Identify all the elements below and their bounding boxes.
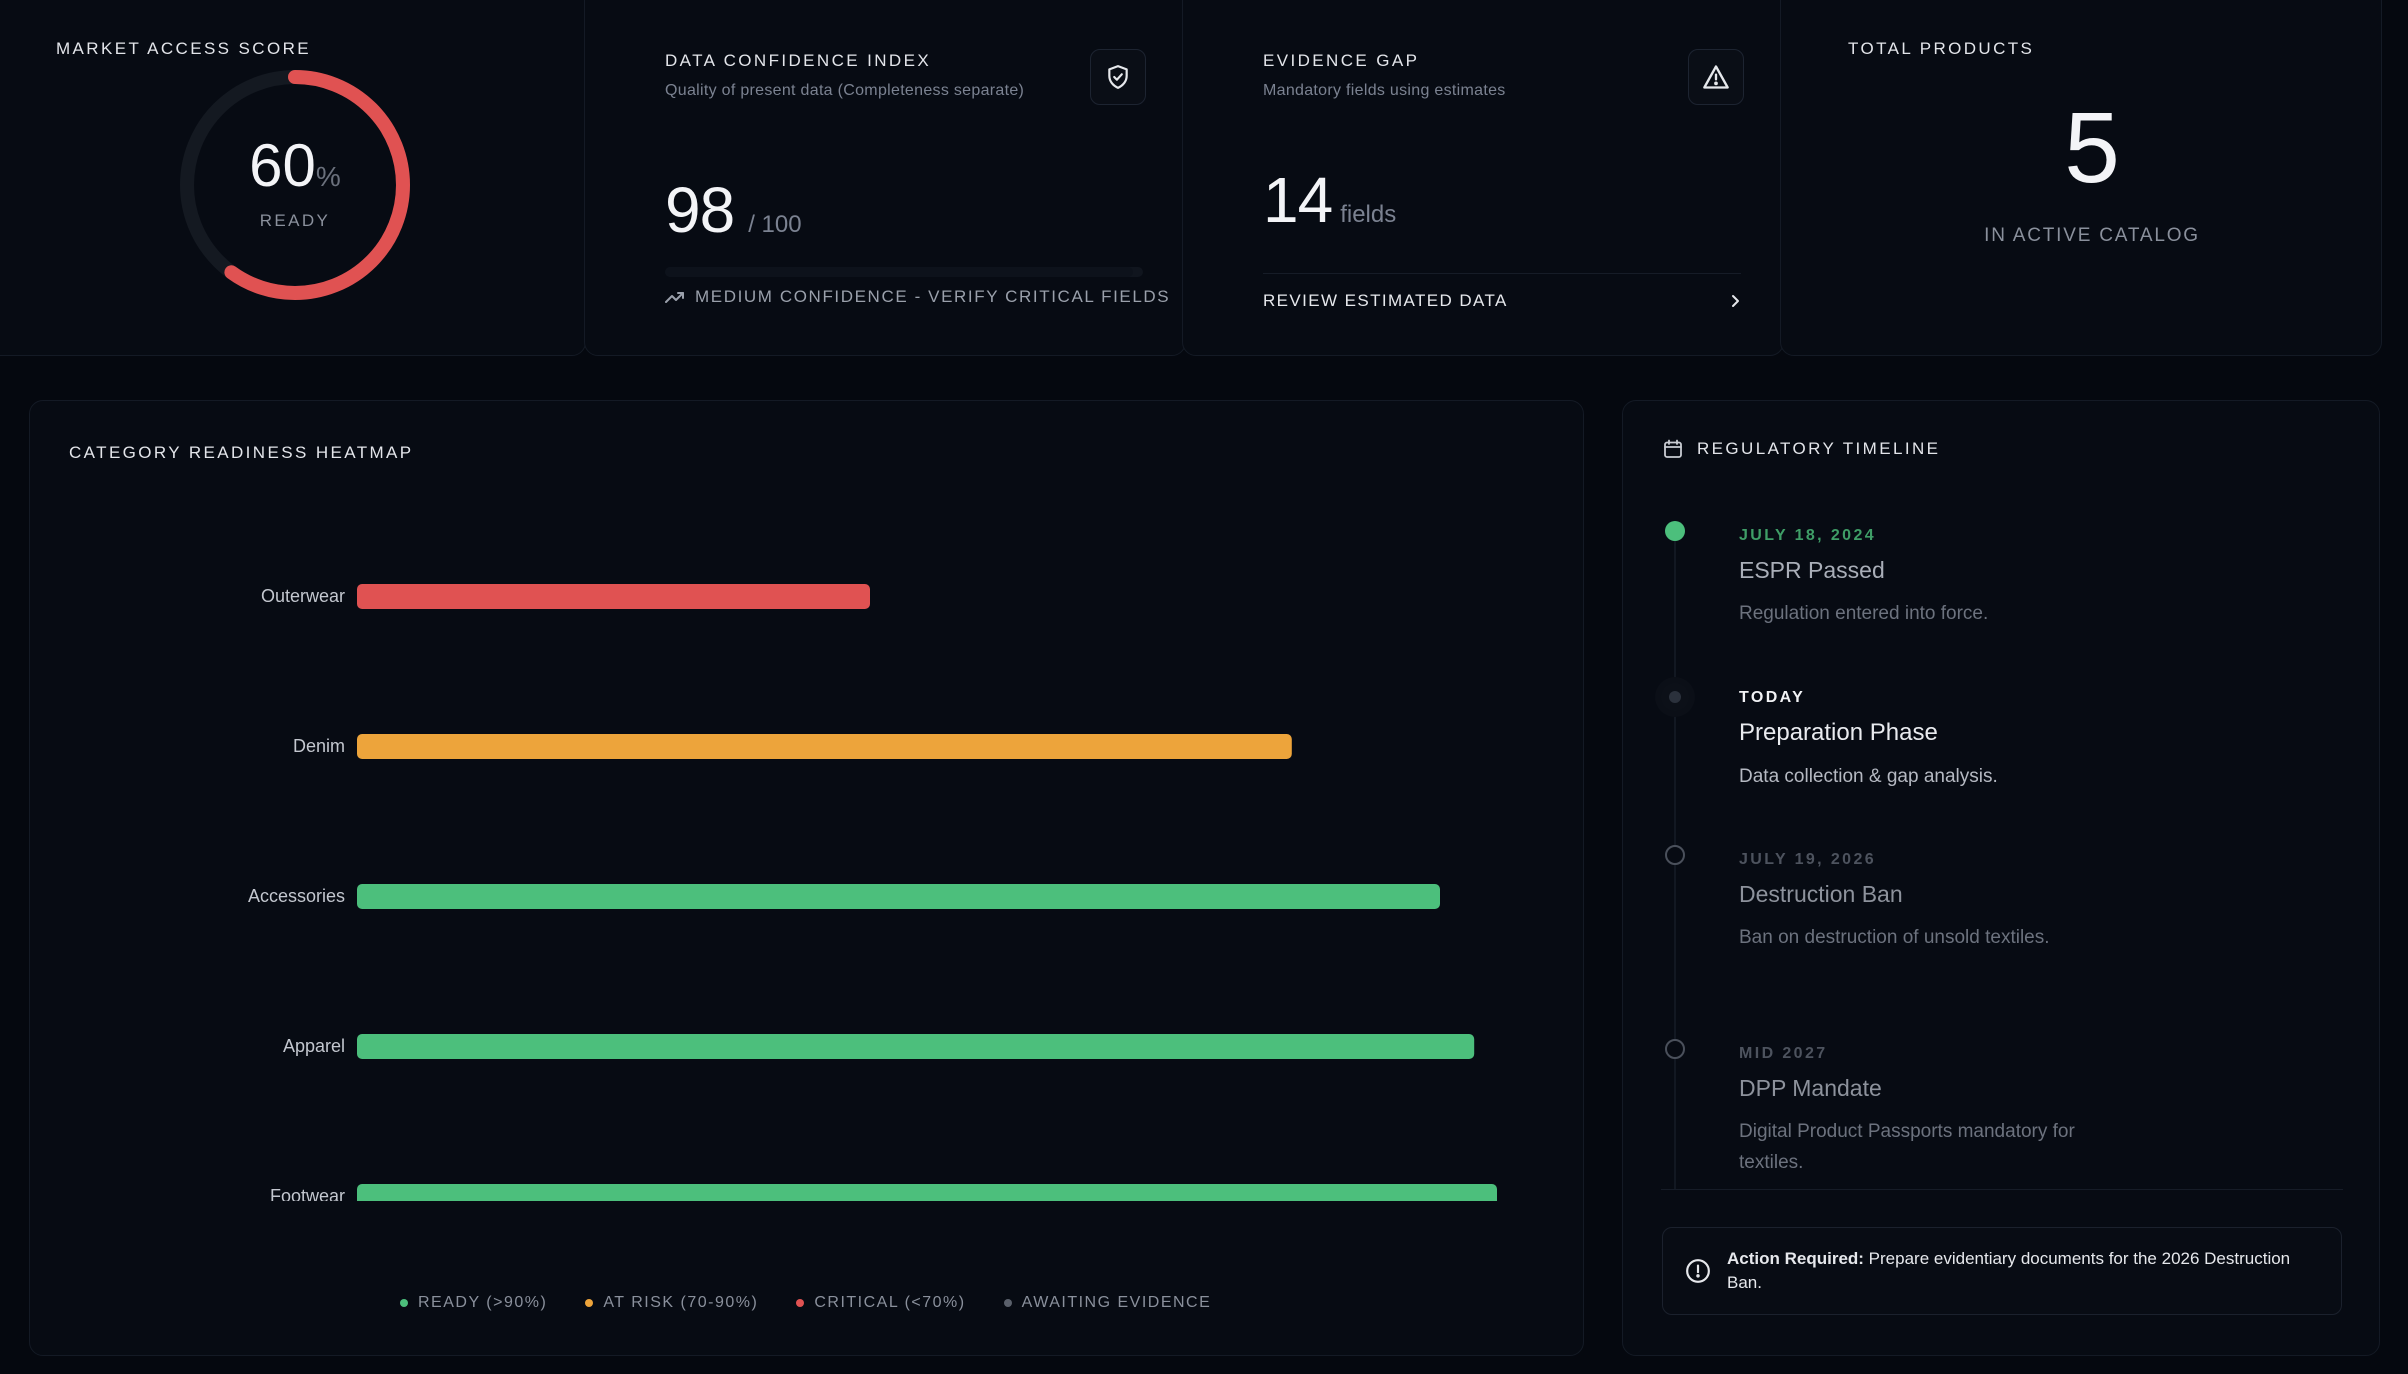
timeline-date: JULY 18, 2024	[1739, 527, 1877, 544]
score-status: READY	[259, 211, 331, 230]
review-estimated-data-label: REVIEW ESTIMATED DATA	[1263, 291, 1508, 310]
confidence-note: MEDIUM CONFIDENCE - VERIFY CRITICAL FIEL…	[695, 287, 1171, 306]
legend-label: CRITICAL (<70%)	[814, 1294, 966, 1311]
timeline-dot-current	[1661, 683, 1689, 711]
total-products-card: TOTAL PRODUCTS 5 IN ACTIVE CATALOG	[1780, 0, 2382, 356]
total-products-title: TOTAL PRODUCTS	[1848, 39, 2035, 58]
timeline-item: TODAY Preparation Phase Data collection …	[1739, 689, 2139, 792]
timeline-event-title: Preparation Phase	[1739, 719, 1938, 746]
chevron-right-icon	[1732, 295, 1739, 307]
category-label-denim: Denim	[293, 736, 345, 756]
timeline-dot-upcoming	[1665, 1039, 1685, 1059]
timeline-event-title: DPP Mandate	[1739, 1075, 1882, 1101]
timeline-event-desc: Digital Product Passports mandatory for …	[1739, 1121, 2075, 1173]
action-required-alert: Action Required: Prepare evidentiary doc…	[1662, 1227, 2342, 1315]
timeline-event-desc: Regulation entered into force.	[1739, 603, 1989, 624]
heatmap-title: CATEGORY READINESS HEATMAP	[69, 443, 414, 462]
timeline-item: JULY 19, 2026 Destruction Ban Ban on des…	[1739, 851, 2079, 953]
legend-label: READY (>90%)	[418, 1294, 548, 1311]
score-ring-progress	[180, 70, 410, 300]
timeline-date: TODAY	[1739, 689, 1806, 706]
legend-item: AWAITING EVIDENCE	[1003, 1294, 1212, 1312]
legend-dot	[796, 1299, 805, 1307]
bar-apparel[interactable]	[357, 1034, 1475, 1059]
timeline-item: JULY 18, 2024 ESPR Passed Regulation ent…	[1739, 527, 2079, 629]
category-label-footwear: Footwear	[270, 1186, 345, 1201]
legend-item: AT RISK (70-90%)	[585, 1294, 758, 1312]
evidence-gap-card: EVIDENCE GAP Mandatory fields using esti…	[1182, 0, 1784, 356]
data-confidence-max: / 100	[748, 211, 802, 238]
score-unit: %	[315, 161, 341, 192]
timeline-event-title: ESPR Passed	[1739, 557, 1885, 583]
total-products-caption: IN ACTIVE CATALOG	[1984, 225, 2200, 246]
trend-up-icon	[665, 292, 684, 303]
category-label-outerwear: Outerwear	[261, 586, 345, 606]
total-products-value: 5	[2064, 92, 2120, 204]
score-ring	[180, 70, 410, 300]
timeline-title: REGULATORY TIMELINE	[1697, 439, 1941, 458]
market-access-card: MARKET ACCESS SCORE 60% READY	[0, 0, 586, 356]
bar-footwear[interactable]	[357, 1184, 1497, 1201]
timeline-event-title: Destruction Ban	[1739, 881, 1903, 907]
heatmap-card: CATEGORY READINESS HEATMAP Outerwear Deni…	[29, 400, 1584, 1356]
legend-item: CRITICAL (<70%)	[796, 1294, 965, 1312]
readiness-bar-chart: Outerwear Denim Accessories Apparel Footwear	[248, 584, 1497, 1201]
bar-accessories[interactable]	[357, 884, 1440, 909]
evidence-gap-value: 14	[1263, 164, 1333, 236]
warning-triangle-icon	[1688, 49, 1744, 105]
calendar-icon	[1664, 439, 1682, 458]
data-confidence-card: DATA CONFIDENCE INDEX Quality of present…	[584, 0, 1186, 356]
bar-outerwear[interactable]	[357, 584, 870, 609]
timeline-date: JULY 19, 2026	[1739, 851, 1877, 868]
timeline-card: REGULATORY TIMELINE JULY 18, 2024 ESPR P…	[1622, 400, 2380, 1356]
legend-dot	[400, 1299, 408, 1307]
legend-item: READY (>90%)	[400, 1294, 547, 1312]
timeline-date: MID 2027	[1739, 1045, 1828, 1062]
timeline-event-desc: Data collection & gap analysis.	[1739, 766, 1998, 787]
review-estimated-data-link[interactable]: REVIEW ESTIMATED DATA	[1263, 283, 1741, 319]
evidence-gap-unit: fields	[1340, 201, 1397, 228]
legend-dot	[1003, 1299, 1012, 1307]
timeline-dot-upcoming	[1665, 845, 1685, 865]
data-confidence-subtitle: Quality of present data (Completeness se…	[665, 82, 1025, 99]
category-label-accessories: Accessories	[248, 886, 345, 906]
timeline-event-desc: Ban on destruction of unsold textiles.	[1739, 927, 2050, 948]
timeline-dot-done	[1665, 521, 1685, 541]
evidence-gap-subtitle: Mandatory fields using estimates	[1263, 82, 1506, 99]
data-confidence-value: 98	[665, 174, 735, 246]
evidence-gap-title: EVIDENCE GAP	[1263, 51, 1420, 70]
data-confidence-title: DATA CONFIDENCE INDEX	[665, 51, 932, 70]
legend-label: AT RISK (70-90%)	[603, 1294, 759, 1311]
legend-label: AWAITING EVIDENCE	[1021, 1294, 1212, 1311]
market-access-title: MARKET ACCESS SCORE	[56, 39, 312, 58]
alert-label: Action Required:	[1727, 1249, 1864, 1268]
score-value: 60	[249, 132, 316, 199]
confidence-progress-fill	[665, 267, 1134, 277]
shield-check-icon	[1090, 49, 1146, 105]
category-label-apparel: Apparel	[283, 1036, 345, 1056]
heatmap-legend: READY (>90%) AT RISK (70-90%) CRITICAL (<7…	[400, 1294, 1249, 1312]
timeline-item: MID 2027 DPP Mandate Digital Product Pas…	[1739, 1045, 2079, 1178]
alert-circle-icon	[1686, 1259, 1710, 1283]
legend-dot	[585, 1299, 594, 1307]
confidence-progress-bar	[665, 267, 1143, 277]
alert-text: Prepare evidentiary documents for the 20…	[1727, 1249, 2291, 1292]
bar-denim[interactable]	[357, 734, 1292, 759]
